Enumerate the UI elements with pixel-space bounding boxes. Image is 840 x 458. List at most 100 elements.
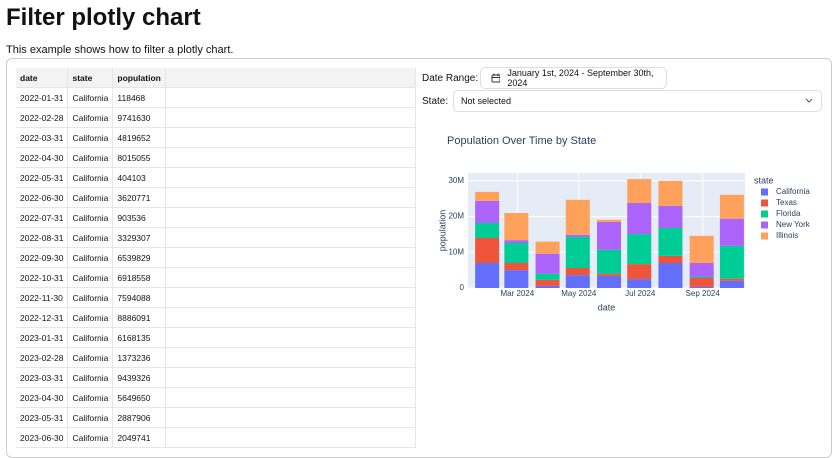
legend-label: Florida bbox=[776, 209, 801, 218]
table-row: 2022-10-31 California 6918558 bbox=[16, 267, 417, 288]
table-cell: California bbox=[67, 107, 114, 128]
bar-segment bbox=[689, 235, 714, 263]
table-cell: 5649650 bbox=[112, 387, 166, 408]
legend-title: state bbox=[754, 175, 774, 185]
state-select-value: Not selected bbox=[461, 96, 512, 106]
table-cell: California bbox=[67, 187, 114, 208]
spacer bbox=[165, 327, 417, 348]
table-cell: 6918558 bbox=[112, 267, 166, 288]
table-row: 2022-07-31 California 903536 bbox=[16, 207, 417, 228]
table-row: 2022-03-31 California 4819652 bbox=[16, 127, 417, 148]
bar-segment bbox=[535, 241, 560, 254]
table-cell: 2022-08-31 bbox=[16, 227, 69, 248]
table-cell: 6539829 bbox=[112, 247, 166, 268]
bar-segment bbox=[689, 276, 714, 278]
table-cell: California bbox=[67, 287, 114, 308]
table-row: 2022-04-30 California 8015055 bbox=[16, 147, 417, 168]
table-row: 2022-08-31 California 3329307 bbox=[16, 227, 417, 248]
date-range-button[interactable]: January 1st, 2024 - September 30th, 2024 bbox=[480, 67, 667, 89]
table-row: 2023-02-28 California 1373236 bbox=[16, 347, 417, 368]
state-select[interactable]: Not selected bbox=[453, 90, 822, 112]
spacer bbox=[165, 127, 417, 148]
bar-segment bbox=[535, 273, 560, 280]
bar-segment bbox=[627, 264, 652, 280]
table-cell: 1373236 bbox=[112, 347, 166, 368]
column-header: date bbox=[16, 68, 69, 88]
y-tick-label: 0 bbox=[460, 283, 465, 292]
bar-segment bbox=[627, 203, 652, 235]
bar-segment bbox=[504, 270, 529, 288]
bar-segment bbox=[597, 221, 622, 250]
table-cell: California bbox=[67, 247, 114, 268]
bar-segment bbox=[627, 279, 652, 288]
table-row: 2022-06-30 California 3620771 bbox=[16, 187, 417, 208]
table-cell: 2023-06-30 bbox=[16, 427, 69, 448]
bar-segment bbox=[627, 179, 652, 203]
calendar-icon bbox=[491, 73, 501, 83]
table-row: 2023-04-30 California 5649650 bbox=[16, 387, 417, 408]
table-cell: 2022-06-30 bbox=[16, 187, 69, 208]
spacer bbox=[165, 87, 417, 108]
table-cell: California bbox=[67, 327, 114, 348]
legend-swatch bbox=[761, 188, 768, 196]
spacer bbox=[165, 147, 417, 168]
table-cell: 903536 bbox=[112, 207, 166, 228]
spacer bbox=[165, 187, 417, 208]
table-row: 2022-05-31 California 404103 bbox=[16, 167, 417, 188]
bar-segment bbox=[475, 223, 500, 238]
bar-segment bbox=[565, 199, 590, 235]
legend-swatch bbox=[761, 221, 768, 229]
legend-label: Illinois bbox=[776, 231, 798, 240]
table-cell: California bbox=[67, 347, 114, 368]
spacer bbox=[165, 68, 417, 88]
table-cell: California bbox=[67, 407, 114, 428]
bar-segment bbox=[597, 219, 622, 222]
bar-segment bbox=[719, 245, 744, 279]
x-tick-label: Jul 2024 bbox=[625, 289, 656, 298]
legend-swatch bbox=[761, 199, 768, 207]
table-cell: California bbox=[67, 307, 114, 328]
bar-segment bbox=[597, 249, 622, 274]
bar-segment bbox=[719, 280, 744, 288]
bar-segment bbox=[504, 243, 529, 263]
spacer bbox=[165, 207, 417, 228]
table-row: 2022-12-31 California 8886091 bbox=[16, 307, 417, 328]
bar-segment bbox=[658, 263, 683, 288]
table-cell: 2023-05-31 bbox=[16, 407, 69, 428]
legend-label: Texas bbox=[776, 198, 797, 207]
table-row: 2022-01-31 California 118468 bbox=[16, 87, 417, 108]
legend-swatch bbox=[761, 232, 768, 240]
bar-segment bbox=[565, 268, 590, 276]
table-cell: 2022-03-31 bbox=[16, 127, 69, 148]
page: Filter plotly chart This example shows h… bbox=[6, 4, 832, 458]
bar-segment bbox=[689, 263, 714, 277]
table-cell: 9741630 bbox=[112, 107, 166, 128]
table-cell: California bbox=[67, 127, 114, 148]
bar-segment bbox=[689, 278, 714, 287]
table-cell: 118468 bbox=[112, 87, 166, 108]
spacer bbox=[165, 167, 417, 188]
table-cell: California bbox=[67, 227, 114, 248]
table-cell: California bbox=[67, 87, 114, 108]
date-label: Date Range: bbox=[422, 73, 479, 84]
table-cell: California bbox=[67, 427, 114, 448]
spacer bbox=[165, 227, 417, 248]
bar-segment bbox=[535, 285, 560, 288]
bar-segment bbox=[719, 218, 744, 246]
state-label: State: bbox=[422, 96, 449, 107]
bar-segment bbox=[475, 263, 500, 288]
legend-swatch bbox=[761, 210, 768, 218]
legend-label: California bbox=[776, 187, 810, 196]
bar-segment bbox=[689, 286, 714, 288]
table-cell: 8015055 bbox=[112, 147, 166, 168]
table-cell: California bbox=[67, 387, 114, 408]
spacer bbox=[165, 427, 417, 448]
table-row: 2022-09-30 California 6539829 bbox=[16, 247, 417, 268]
legend-label: New York bbox=[776, 220, 811, 229]
table-row: 2023-05-31 California 2887906 bbox=[16, 407, 417, 428]
table-cell: 2023-01-31 bbox=[16, 327, 69, 348]
spacer bbox=[165, 267, 417, 288]
table-cell: 2022-12-31 bbox=[16, 307, 69, 328]
page-title: Filter plotly chart bbox=[6, 4, 201, 31]
table-row: 2022-02-28 California 9741630 bbox=[16, 107, 417, 128]
